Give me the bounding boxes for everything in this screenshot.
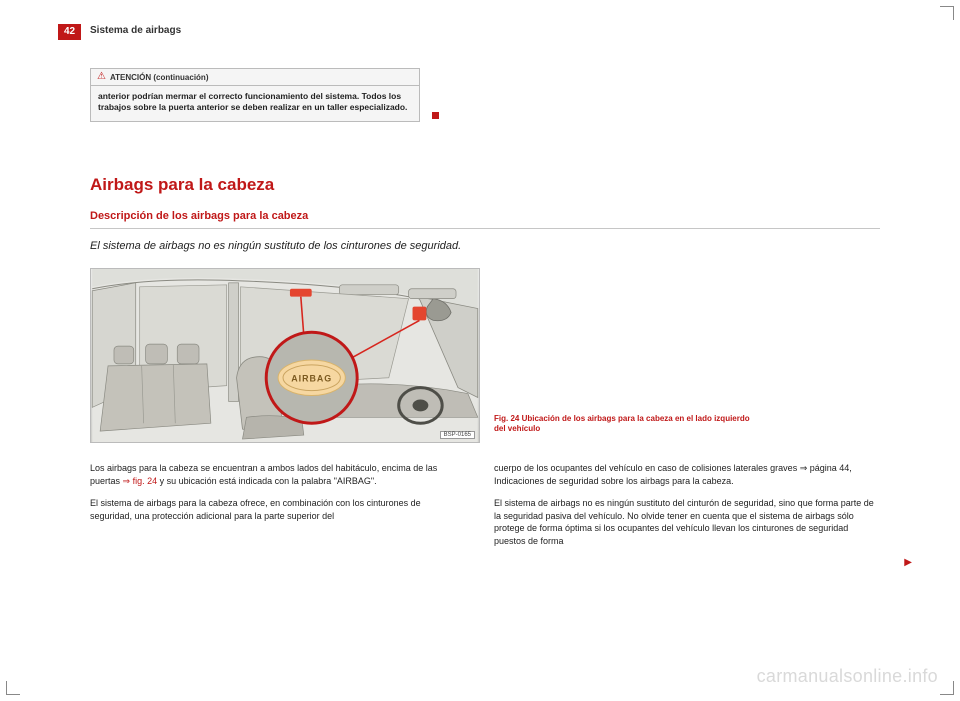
- paragraph: Los airbags para la cabeza se encuentran…: [90, 462, 460, 487]
- figure-code: BSP-0165: [440, 431, 475, 439]
- section-end-marker: [432, 112, 439, 119]
- figure-24: AIRBAG BSP-0165: [90, 268, 480, 443]
- paragraph: cuerpo de los ocupantes del vehículo en …: [494, 462, 880, 487]
- lead-text: El sistema de airbags no es ningún susti…: [90, 240, 461, 252]
- warning-icon: ⚠: [97, 72, 106, 82]
- warning-box: ⚠ ATENCIÓN (continuación) anterior podrí…: [90, 68, 420, 122]
- warning-heading-row: ⚠ ATENCIÓN (continuación): [91, 69, 419, 86]
- paragraph: El sistema de airbags no es ningún susti…: [494, 497, 880, 547]
- watermark: carmanualsonline.info: [757, 666, 938, 687]
- body-column-right: cuerpo de los ocupantes del vehículo en …: [494, 462, 880, 558]
- heading-1: Airbags para la cabeza: [90, 175, 274, 195]
- crop-mark: [6, 681, 20, 695]
- caption-prefix: Fig. 24: [494, 414, 519, 423]
- continuation-arrow-icon: ▶: [904, 557, 912, 568]
- crop-mark: [940, 6, 954, 20]
- warning-body: anterior podrían mermar el correcto func…: [91, 86, 419, 121]
- section-title: Sistema de airbags: [90, 25, 181, 36]
- manual-page: 42 Sistema de airbags ⚠ ATENCIÓN (contin…: [0, 0, 960, 701]
- airbag-label: AIRBAG: [291, 374, 332, 384]
- figure-caption: Fig. 24 Ubicación de los airbags para la…: [494, 414, 754, 435]
- body-column-left: Los airbags para la cabeza se encuentran…: [90, 462, 460, 532]
- caption-text: Ubicación de los airbags para la cabeza …: [494, 414, 750, 433]
- figure-reference: ⇒ fig. 24: [123, 476, 158, 486]
- divider: [90, 228, 880, 229]
- heading-2: Descripción de los airbags para la cabez…: [90, 210, 308, 222]
- text: y su ubicación está indicada con la pala…: [160, 476, 377, 486]
- warning-heading: ATENCIÓN (continuación): [110, 73, 209, 82]
- page-number: 42: [58, 24, 81, 40]
- interior-illustration: AIRBAG: [91, 269, 479, 442]
- paragraph: El sistema de airbags para la cabeza ofr…: [90, 497, 460, 522]
- crop-mark: [940, 681, 954, 695]
